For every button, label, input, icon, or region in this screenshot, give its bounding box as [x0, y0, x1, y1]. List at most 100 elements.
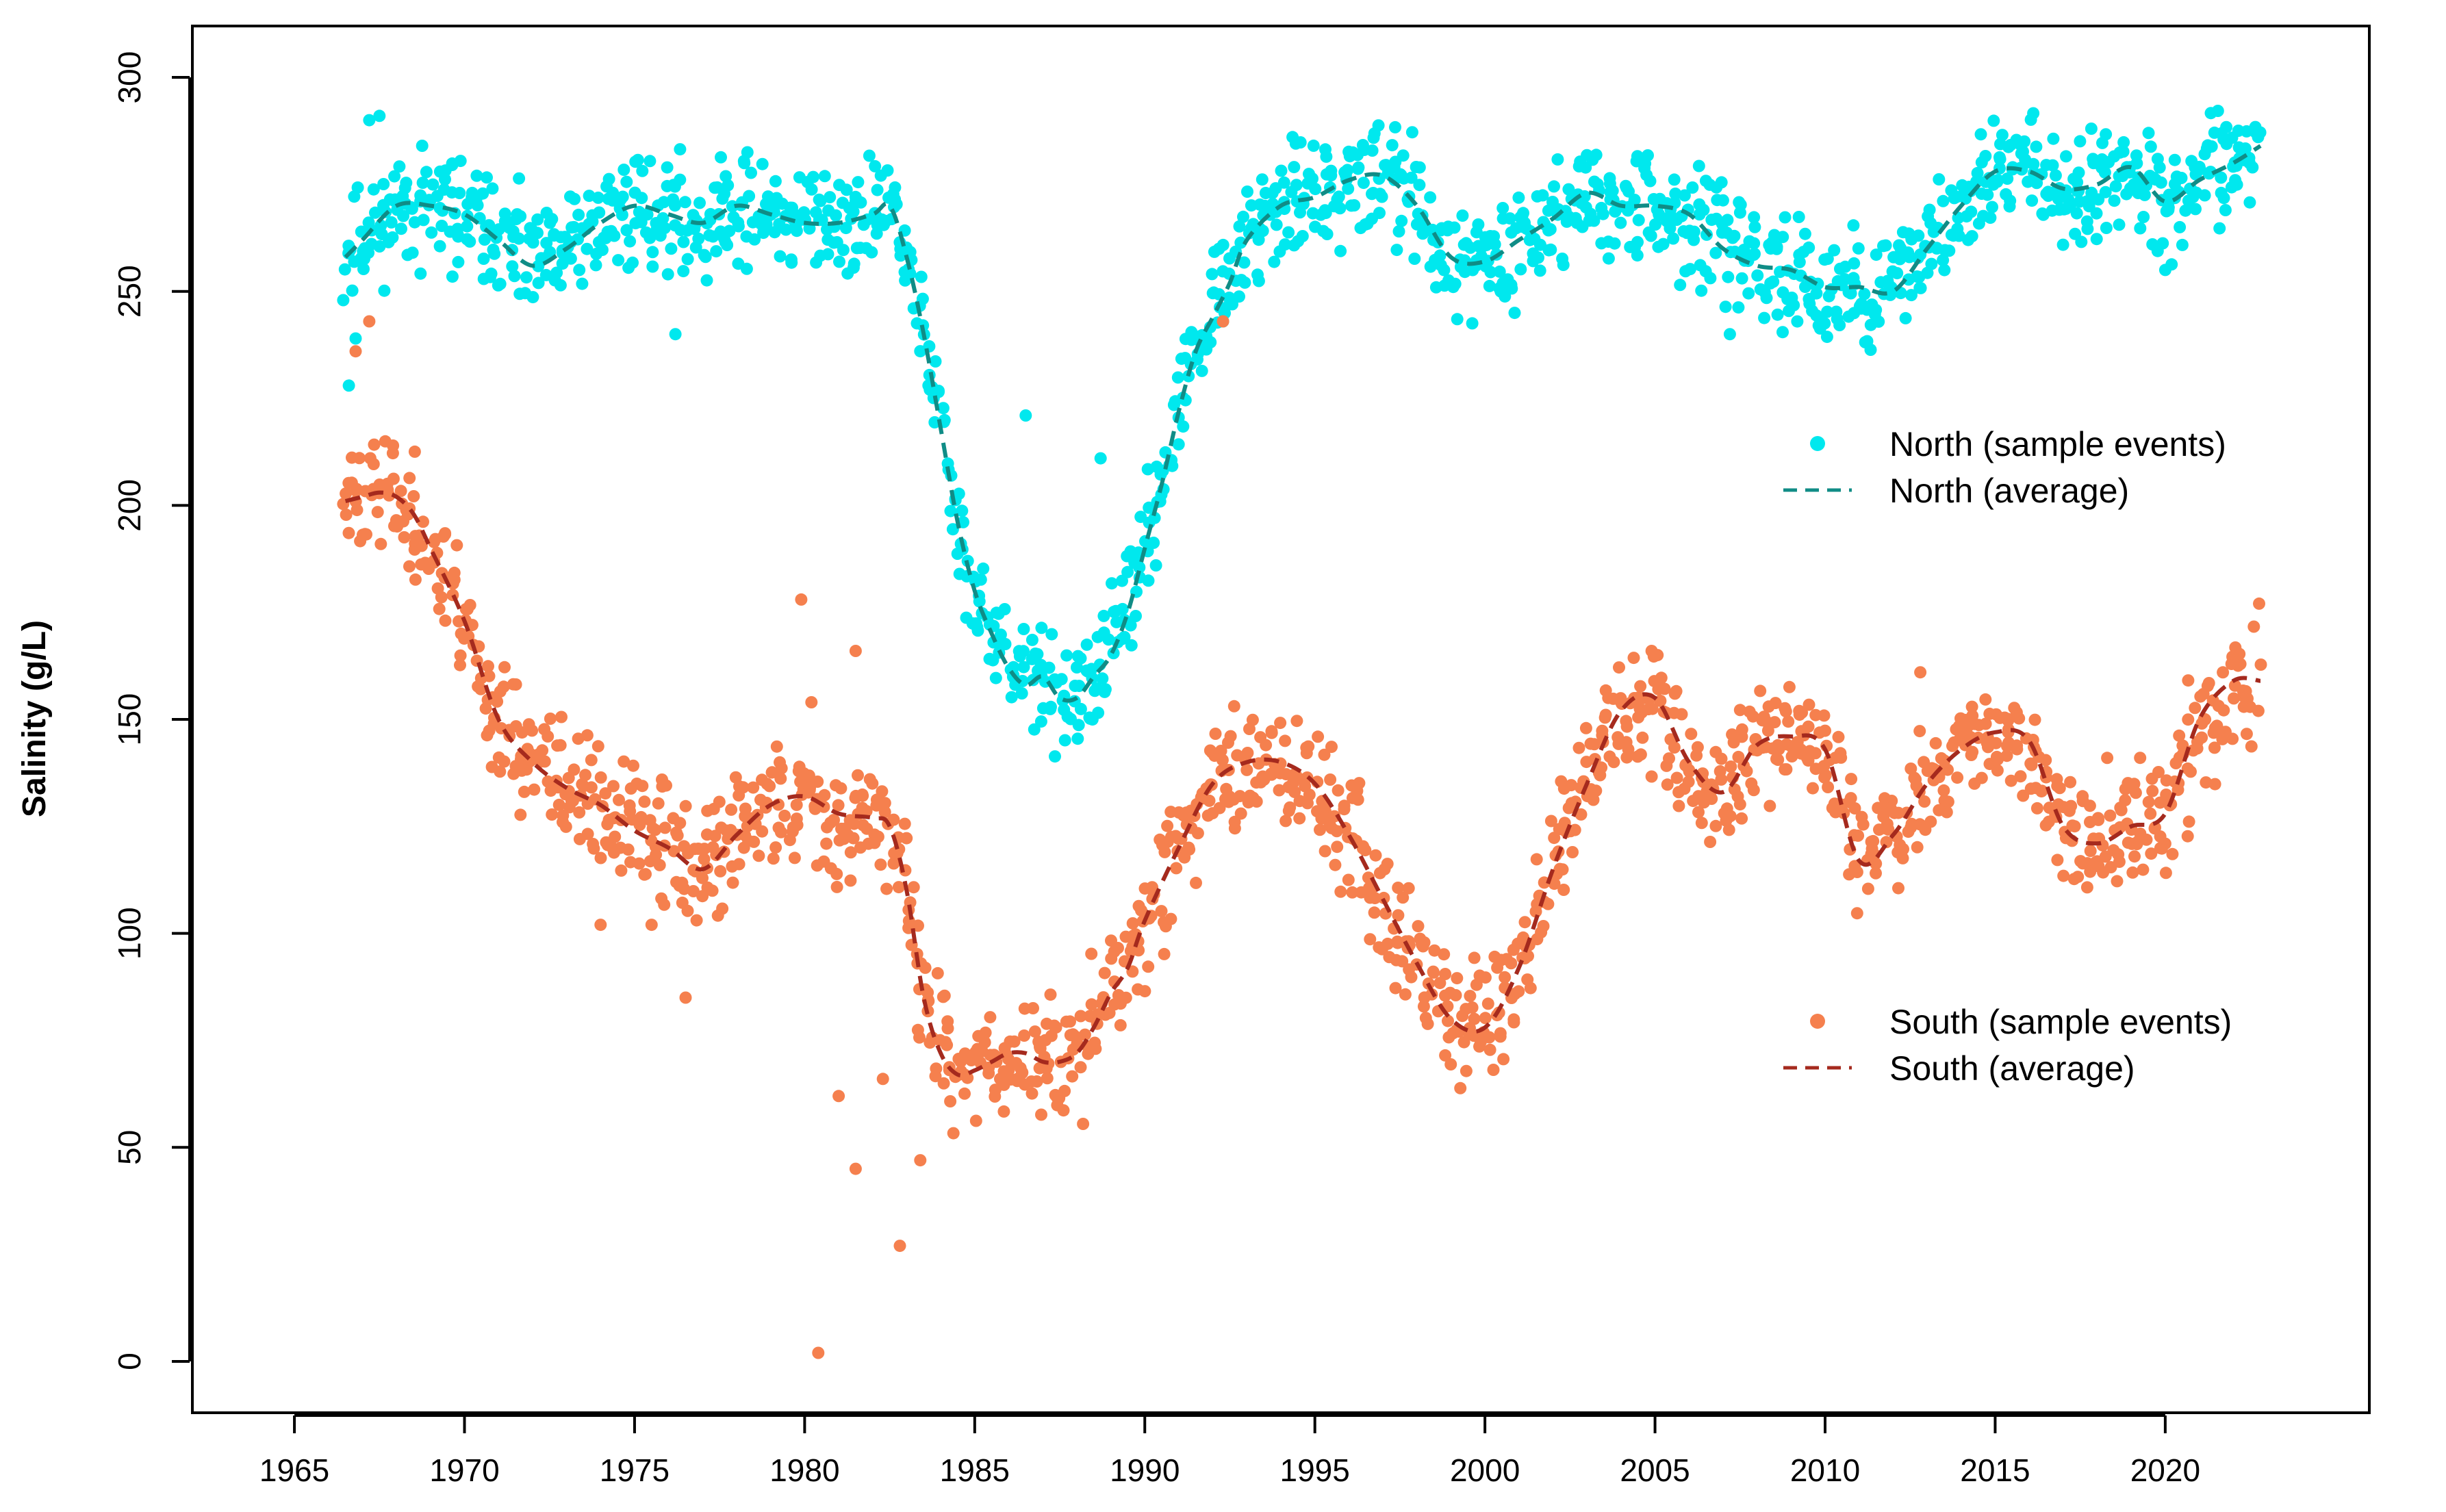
sample-point-outlier: [849, 645, 862, 657]
sample-point: [2057, 869, 2070, 882]
sample-point: [2215, 171, 2228, 184]
sample-point: [546, 808, 559, 821]
sample-point: [785, 256, 798, 269]
sample-point: [833, 255, 845, 268]
sample-point: [1760, 292, 1773, 305]
sample-point: [887, 188, 900, 201]
sample-point: [2217, 704, 2230, 717]
sample-point: [2176, 238, 2189, 251]
sample-point: [1438, 264, 1451, 277]
sample-point: [357, 528, 369, 541]
sample-point: [482, 660, 494, 673]
sample-point: [1171, 371, 1184, 384]
sample-point: [2017, 789, 2030, 802]
sample-point: [1130, 610, 1142, 622]
sample-point: [568, 192, 581, 205]
sample-point: [865, 246, 878, 259]
sample-point: [1660, 759, 1673, 772]
sample-point: [830, 867, 843, 880]
sample-point: [1810, 287, 1823, 300]
x-tick-label: 1970: [429, 1452, 499, 1488]
sample-point: [674, 143, 687, 156]
sample-point: [2202, 677, 2215, 689]
sample-point: [713, 795, 726, 808]
sample-point: [608, 229, 621, 242]
sample-point: [631, 153, 644, 166]
sample-point: [1256, 225, 1269, 238]
sample-point: [2065, 799, 2078, 812]
sample-point: [1116, 602, 1129, 615]
sample-point: [1584, 737, 1597, 750]
sample-point: [931, 966, 944, 979]
sample-point: [1522, 949, 1534, 962]
sample-point: [1548, 180, 1560, 193]
sample-point: [2162, 201, 2175, 214]
sample-point: [2113, 218, 2126, 231]
sample-point: [1488, 230, 1501, 243]
sample-point-outlier: [1645, 645, 1658, 657]
sample-point: [426, 178, 439, 191]
sample-point: [1565, 779, 1578, 792]
sample-point: [2159, 867, 2172, 880]
sample-point: [1418, 936, 1431, 949]
sample-point: [1055, 673, 1068, 686]
x-tick-label: 2000: [1450, 1452, 1520, 1488]
sample-point: [1334, 885, 1347, 898]
sample-point: [770, 740, 783, 753]
sample-point: [769, 841, 782, 854]
sample-point: [554, 279, 567, 292]
sample-point: [1837, 806, 1850, 819]
sample-point: [346, 284, 359, 297]
sample-point: [1655, 671, 1668, 684]
sample-point: [1828, 244, 1841, 257]
sample-point: [1338, 799, 1351, 812]
sample-point: [941, 1038, 954, 1051]
sample-point: [1904, 763, 1918, 775]
sample-point: [1646, 702, 1659, 715]
sample-point: [1142, 960, 1155, 973]
sample-point: [2156, 237, 2169, 250]
sample-point: [1695, 284, 1708, 297]
sample-point: [1872, 315, 1885, 328]
sample-point: [1149, 559, 1162, 572]
sample-point: [1227, 700, 1240, 713]
average-lines: [344, 144, 2262, 1078]
sample-point: [1342, 873, 1355, 886]
sample-point: [1719, 300, 1732, 313]
sample-point: [1981, 188, 1994, 201]
sample-point: [1496, 202, 1509, 214]
sample-point: [1974, 128, 1987, 141]
sample-point: [439, 614, 452, 627]
sample-point: [1709, 819, 1722, 832]
sample-point: [878, 806, 891, 819]
sample-point: [994, 628, 1007, 641]
sample-point: [805, 183, 818, 196]
sample-point: [2090, 233, 2103, 246]
sample-point: [481, 171, 493, 184]
sample-point: [1454, 1081, 1467, 1094]
sample-point: [2208, 778, 2221, 791]
sample-point: [1233, 220, 1246, 233]
sample-point: [472, 680, 485, 693]
sample-point: [806, 170, 819, 183]
x-tick-label: 2005: [1620, 1452, 1690, 1488]
sample-point: [461, 220, 474, 233]
sample-point: [1089, 1042, 1102, 1055]
sample-point: [1448, 221, 1461, 234]
sample-point: [1642, 149, 1654, 162]
sample-point: [658, 898, 671, 911]
sample-point: [355, 225, 368, 238]
sample-point: [1939, 244, 1952, 257]
sample-point: [1119, 991, 1132, 1004]
sample-point: [1952, 229, 1965, 242]
sample-point: [818, 170, 831, 183]
sample-point: [2004, 194, 2017, 207]
sample-point: [1924, 815, 1937, 828]
sample-point: [1748, 220, 1761, 233]
sample-point: [2217, 192, 2230, 205]
sample-point: [1390, 244, 1403, 257]
sample-point: [1864, 344, 1877, 356]
sample-point: [1716, 194, 1729, 207]
sample-point: [1080, 638, 1093, 651]
sample-point: [2072, 871, 2085, 884]
